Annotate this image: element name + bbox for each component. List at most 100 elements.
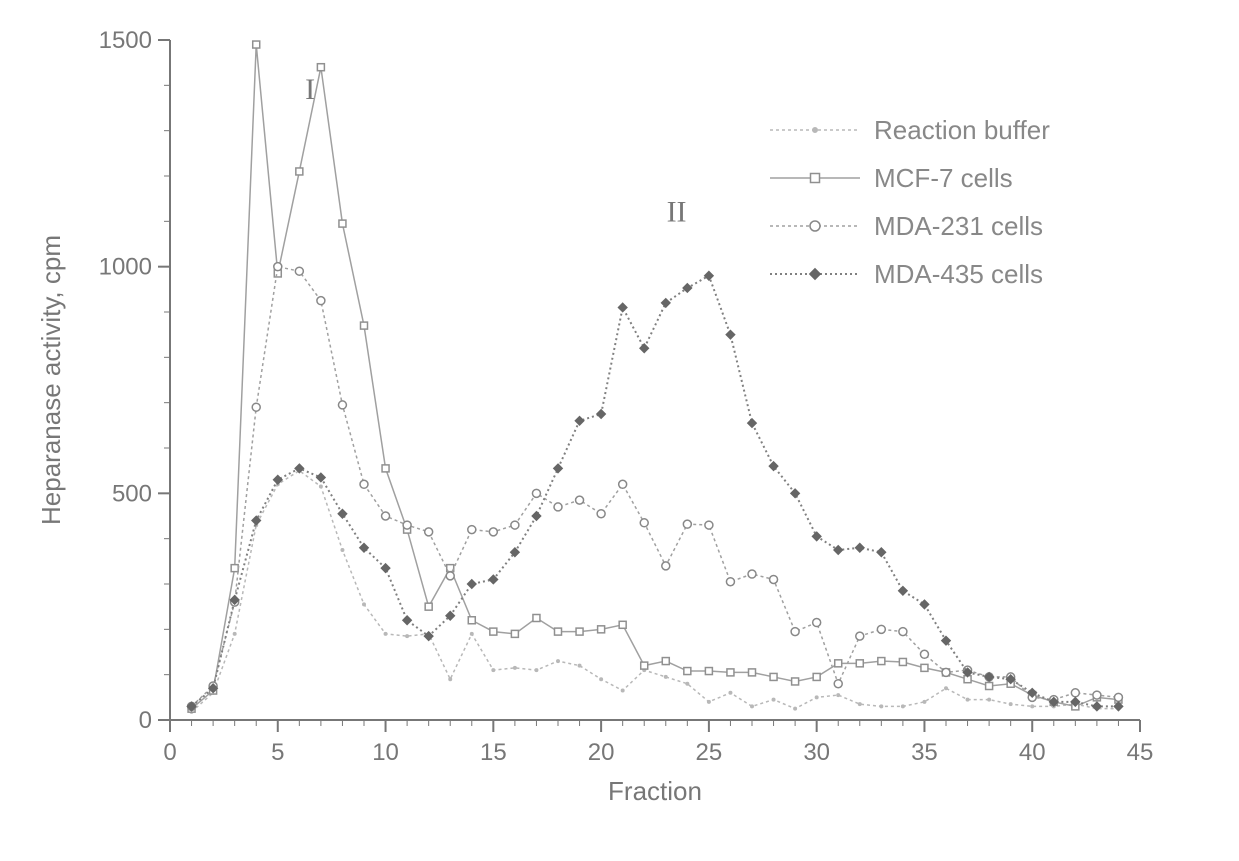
marker-circle-icon	[1093, 691, 1101, 699]
marker-square-icon	[878, 658, 885, 665]
marker-circle-icon	[532, 489, 540, 497]
marker-diamond-icon	[467, 580, 476, 589]
marker-square-icon	[231, 565, 238, 572]
marker-square-icon	[382, 465, 389, 472]
y-tick-label: 1000	[99, 254, 152, 281]
x-axis-label: Fraction	[608, 776, 702, 806]
chart-annotation: I	[305, 73, 315, 106]
legend-item: MDA-231 cells	[770, 211, 1043, 241]
marker-square-icon	[490, 628, 497, 635]
marker-circle-icon	[813, 619, 821, 627]
marker-dot-icon	[406, 635, 409, 638]
marker-dot-icon	[557, 660, 560, 663]
marker-diamond-icon	[295, 464, 304, 473]
marker-dot-icon	[470, 632, 473, 635]
marker-dot-icon	[449, 678, 452, 681]
marker-circle-icon	[1114, 693, 1122, 701]
marker-square-icon	[468, 617, 475, 624]
x-tick-label: 0	[163, 739, 176, 766]
marker-square-icon	[921, 664, 928, 671]
y-axis-label: Heparanase activity, cpm	[36, 235, 66, 525]
chart-container: 051015202530354045050010001500FractionHe…	[0, 0, 1239, 861]
marker-diamond-icon	[810, 269, 821, 280]
marker-diamond-icon	[877, 548, 886, 557]
marker-square-icon	[770, 673, 777, 680]
marker-square-icon	[296, 168, 303, 175]
marker-circle-icon	[317, 297, 325, 305]
marker-square-icon	[317, 64, 324, 71]
marker-dot-icon	[578, 664, 581, 667]
marker-circle-icon	[640, 519, 648, 527]
marker-circle-icon	[942, 668, 950, 676]
marker-diamond-icon	[554, 464, 563, 473]
marker-square-icon	[749, 669, 756, 676]
marker-circle-icon	[360, 480, 368, 488]
marker-diamond-icon	[791, 489, 800, 498]
marker-circle-icon	[511, 521, 519, 529]
marker-circle-icon	[920, 650, 928, 658]
marker-diamond-icon	[748, 419, 757, 428]
x-tick-label: 20	[588, 739, 615, 766]
marker-dot-icon	[837, 694, 840, 697]
marker-square-icon	[339, 220, 346, 227]
marker-dot-icon	[535, 669, 538, 672]
legend-item: MDA-435 cells	[770, 259, 1043, 289]
marker-square-icon	[684, 668, 691, 675]
marker-square-icon	[511, 630, 518, 637]
marker-circle-icon	[1071, 689, 1079, 697]
marker-diamond-icon	[360, 543, 369, 552]
marker-dot-icon	[988, 698, 991, 701]
marker-diamond-icon	[855, 543, 864, 552]
marker-diamond-icon	[661, 298, 670, 307]
marker-circle-icon	[252, 403, 260, 411]
marker-circle-icon	[489, 528, 497, 536]
x-tick-label: 25	[696, 739, 723, 766]
marker-circle-icon	[834, 680, 842, 688]
marker-square-icon	[662, 658, 669, 665]
marker-dot-icon	[1031, 705, 1034, 708]
x-tick-label: 40	[1019, 739, 1046, 766]
legend-item: Reaction buffer	[770, 115, 1050, 145]
marker-square-icon	[986, 683, 993, 690]
marker-dot-icon	[751, 705, 754, 708]
series	[187, 271, 1123, 711]
marker-dot-icon	[707, 700, 710, 703]
marker-circle-icon	[748, 570, 756, 578]
marker-dot-icon	[341, 549, 344, 552]
legend-label: MDA-231 cells	[874, 211, 1043, 241]
marker-circle-icon	[726, 578, 734, 586]
marker-diamond-icon	[898, 586, 907, 595]
marker-circle-icon	[274, 263, 282, 271]
marker-dot-icon	[858, 703, 861, 706]
series-line	[192, 471, 1119, 712]
x-tick-label: 15	[480, 739, 507, 766]
marker-diamond-icon	[532, 512, 541, 521]
marker-dot-icon	[923, 700, 926, 703]
marker-circle-icon	[425, 528, 433, 536]
marker-dot-icon	[384, 632, 387, 635]
marker-dot-icon	[686, 682, 689, 685]
x-tick-label: 35	[911, 739, 938, 766]
marker-square-icon	[727, 669, 734, 676]
marker-dot-icon	[945, 687, 948, 690]
x-tick-label: 5	[271, 739, 284, 766]
marker-diamond-icon	[920, 600, 929, 609]
marker-circle-icon	[403, 521, 411, 529]
marker-diamond-icon	[618, 303, 627, 312]
marker-square-icon	[361, 322, 368, 329]
series-line	[192, 276, 1119, 707]
marker-dot-icon	[621, 689, 624, 692]
marker-square-icon	[533, 615, 540, 622]
marker-diamond-icon	[316, 473, 325, 482]
marker-circle-icon	[899, 628, 907, 636]
marker-circle-icon	[338, 401, 346, 409]
marker-circle-icon	[597, 510, 605, 518]
marker-circle-icon	[662, 562, 670, 570]
marker-square-icon	[598, 626, 605, 633]
marker-circle-icon	[554, 503, 562, 511]
marker-dot-icon	[966, 698, 969, 701]
marker-square-icon	[813, 673, 820, 680]
marker-circle-icon	[683, 520, 691, 528]
x-tick-label: 30	[803, 739, 830, 766]
marker-dot-icon	[794, 707, 797, 710]
